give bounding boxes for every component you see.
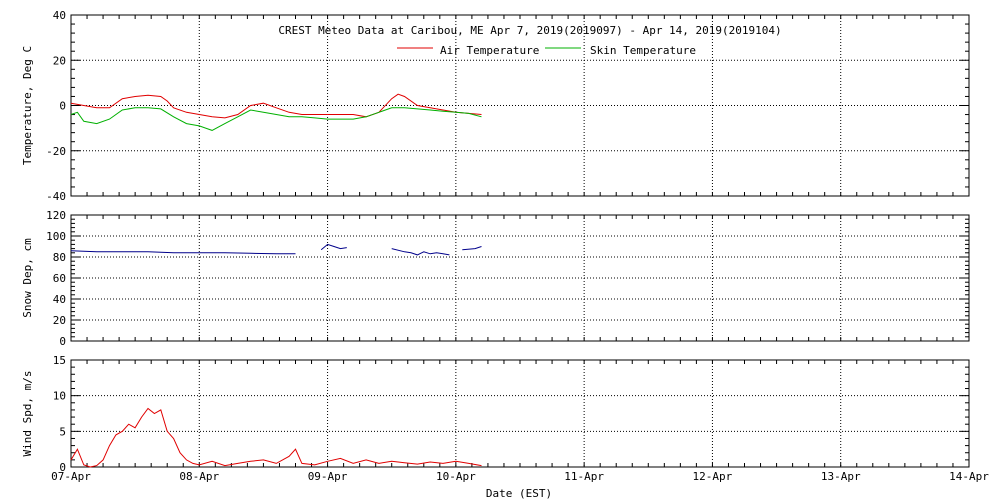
y-tick-label: 100 [46,230,66,243]
snow-depth-line [70,250,296,255]
x-tick-label: 13-Apr [821,470,861,483]
y-tick-label: 60 [53,272,66,285]
x-tick-label: 14-Apr [949,470,989,483]
x-axis-label: Date (EST) [486,487,552,500]
legend-skin-temperature-label: Skin Temperature [590,44,696,57]
y-tick-label: 15 [53,354,66,367]
snow-depth-line [391,248,450,256]
y-tick-label: 5 [59,425,66,438]
x-tick-label: 09-Apr [308,470,348,483]
wind-speed-line [70,407,482,468]
x-tick-label: 11-Apr [564,470,604,483]
x-tick-label: 10-Apr [436,470,476,483]
legend-air-temperature-label: Air Temperature [440,44,539,57]
y-tick-label: 0 [59,461,66,474]
legend: Air Temperature Skin Temperature [397,44,696,57]
y-tick-label: 120 [46,209,66,222]
skin-temperature-line [70,107,482,131]
snow-depth-line [462,246,482,251]
y-tick-label: 40 [53,9,66,22]
y-tick-label: -40 [46,190,66,203]
y-tick-label: 80 [53,251,66,264]
y-axis-label: Snow Dep, cm [21,238,34,318]
y-tick-label: 20 [53,314,66,327]
temperature-panel: -40 -20 0 20 40 Temperature, Deg C Air Tempera… [21,9,970,203]
snow-depth-panel: 0 20 40 60 80 100 120 Snow Dep, cm [21,209,970,348]
chart-title: CREST Meteo Data at Caribou, ME Apr 7, 2… [278,24,781,37]
air-temperature-line [70,93,482,119]
y-axis-label: Temperature, Deg C [21,46,34,165]
y-tick-label: -20 [46,145,66,158]
y-tick-label: 0 [59,100,66,113]
y-tick-label: 10 [53,390,66,403]
y-tick-label: 40 [53,293,66,306]
chart-panels: -40 -20 0 20 40 Temperature, Deg C Air Tempera… [21,9,989,483]
wind-speed-panel: 0 5 10 15 Wind Spd, m/s 07-Apr 08-Apr 09-Apr 10-… [21,354,989,483]
x-tick-label: 08-Apr [179,470,219,483]
x-tick-label: 12-Apr [693,470,733,483]
y-tick-label: 0 [59,335,66,348]
y-tick-label: 20 [53,54,66,67]
y-axis-label: Wind Spd, m/s [21,370,34,456]
x-tick-label: 07-Apr [51,470,91,483]
snow-depth-line [320,243,347,251]
